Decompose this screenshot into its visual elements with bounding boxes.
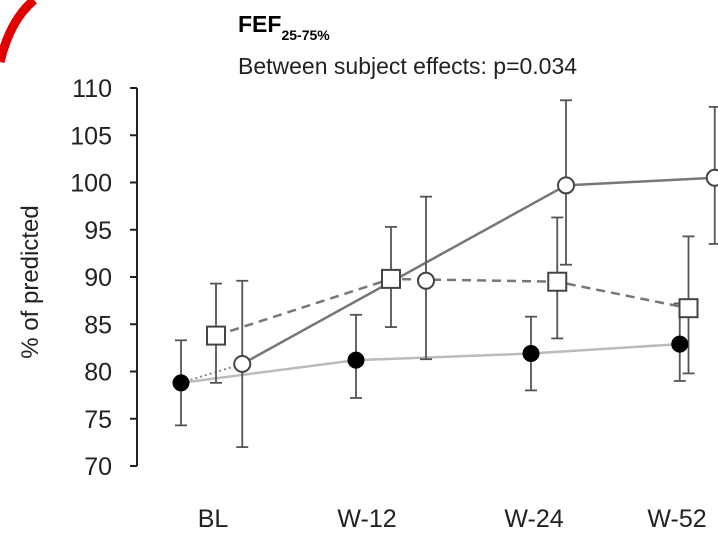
data-point-open bbox=[417, 271, 435, 290]
series-line bbox=[241, 176, 715, 366]
data-point-filled bbox=[172, 374, 190, 392]
data-point-square bbox=[547, 271, 568, 292]
y-tick-label: 75 bbox=[84, 406, 112, 434]
title-block: FEF25-75% Between subject effects: p=0.0… bbox=[238, 11, 577, 79]
x-category-label: W-12 bbox=[337, 505, 396, 533]
data-point-square bbox=[206, 325, 226, 346]
x-category-label: W-52 bbox=[647, 505, 706, 533]
chart-title-main: FEF bbox=[238, 11, 281, 37]
x-category-label: BL bbox=[198, 505, 229, 533]
y-tick-label: 80 bbox=[84, 359, 112, 387]
chart-subtitle: Between subject effects: p=0.034 bbox=[238, 53, 577, 79]
data-point-open bbox=[705, 168, 718, 187]
chart-title: FEF25-75% bbox=[238, 11, 330, 43]
data-point-square bbox=[678, 298, 699, 319]
y-tick-label: 70 bbox=[84, 453, 112, 481]
y-tick-label: 100 bbox=[70, 170, 112, 198]
data-point-filled bbox=[347, 351, 365, 369]
data-point-open bbox=[557, 176, 575, 195]
y-tick-label: 85 bbox=[84, 311, 112, 339]
data-point-open bbox=[233, 354, 252, 373]
series-line bbox=[215, 277, 689, 337]
y-tick-label: 95 bbox=[84, 217, 112, 245]
y-axis-label: % of predicted bbox=[17, 205, 44, 358]
y-tick-label: 90 bbox=[84, 264, 112, 292]
y-tick-label: 110 bbox=[72, 75, 112, 103]
data-point-square bbox=[381, 268, 401, 289]
data-point-filled bbox=[522, 345, 540, 363]
y-axis: 70 75 80 85 90 95 100 105 110 bbox=[70, 75, 137, 481]
x-axis: BL W-12 W-24 W-52 bbox=[198, 505, 707, 533]
data-point-filled bbox=[671, 335, 689, 353]
series-line bbox=[180, 342, 680, 385]
red-corner-mark bbox=[0, 0, 37, 64]
dotted-connector bbox=[180, 362, 243, 384]
y-tick-label: 105 bbox=[70, 122, 112, 150]
x-category-label: W-24 bbox=[504, 505, 563, 533]
plot-area bbox=[172, 99, 718, 449]
chart-title-subscript: 25-75% bbox=[281, 27, 330, 43]
